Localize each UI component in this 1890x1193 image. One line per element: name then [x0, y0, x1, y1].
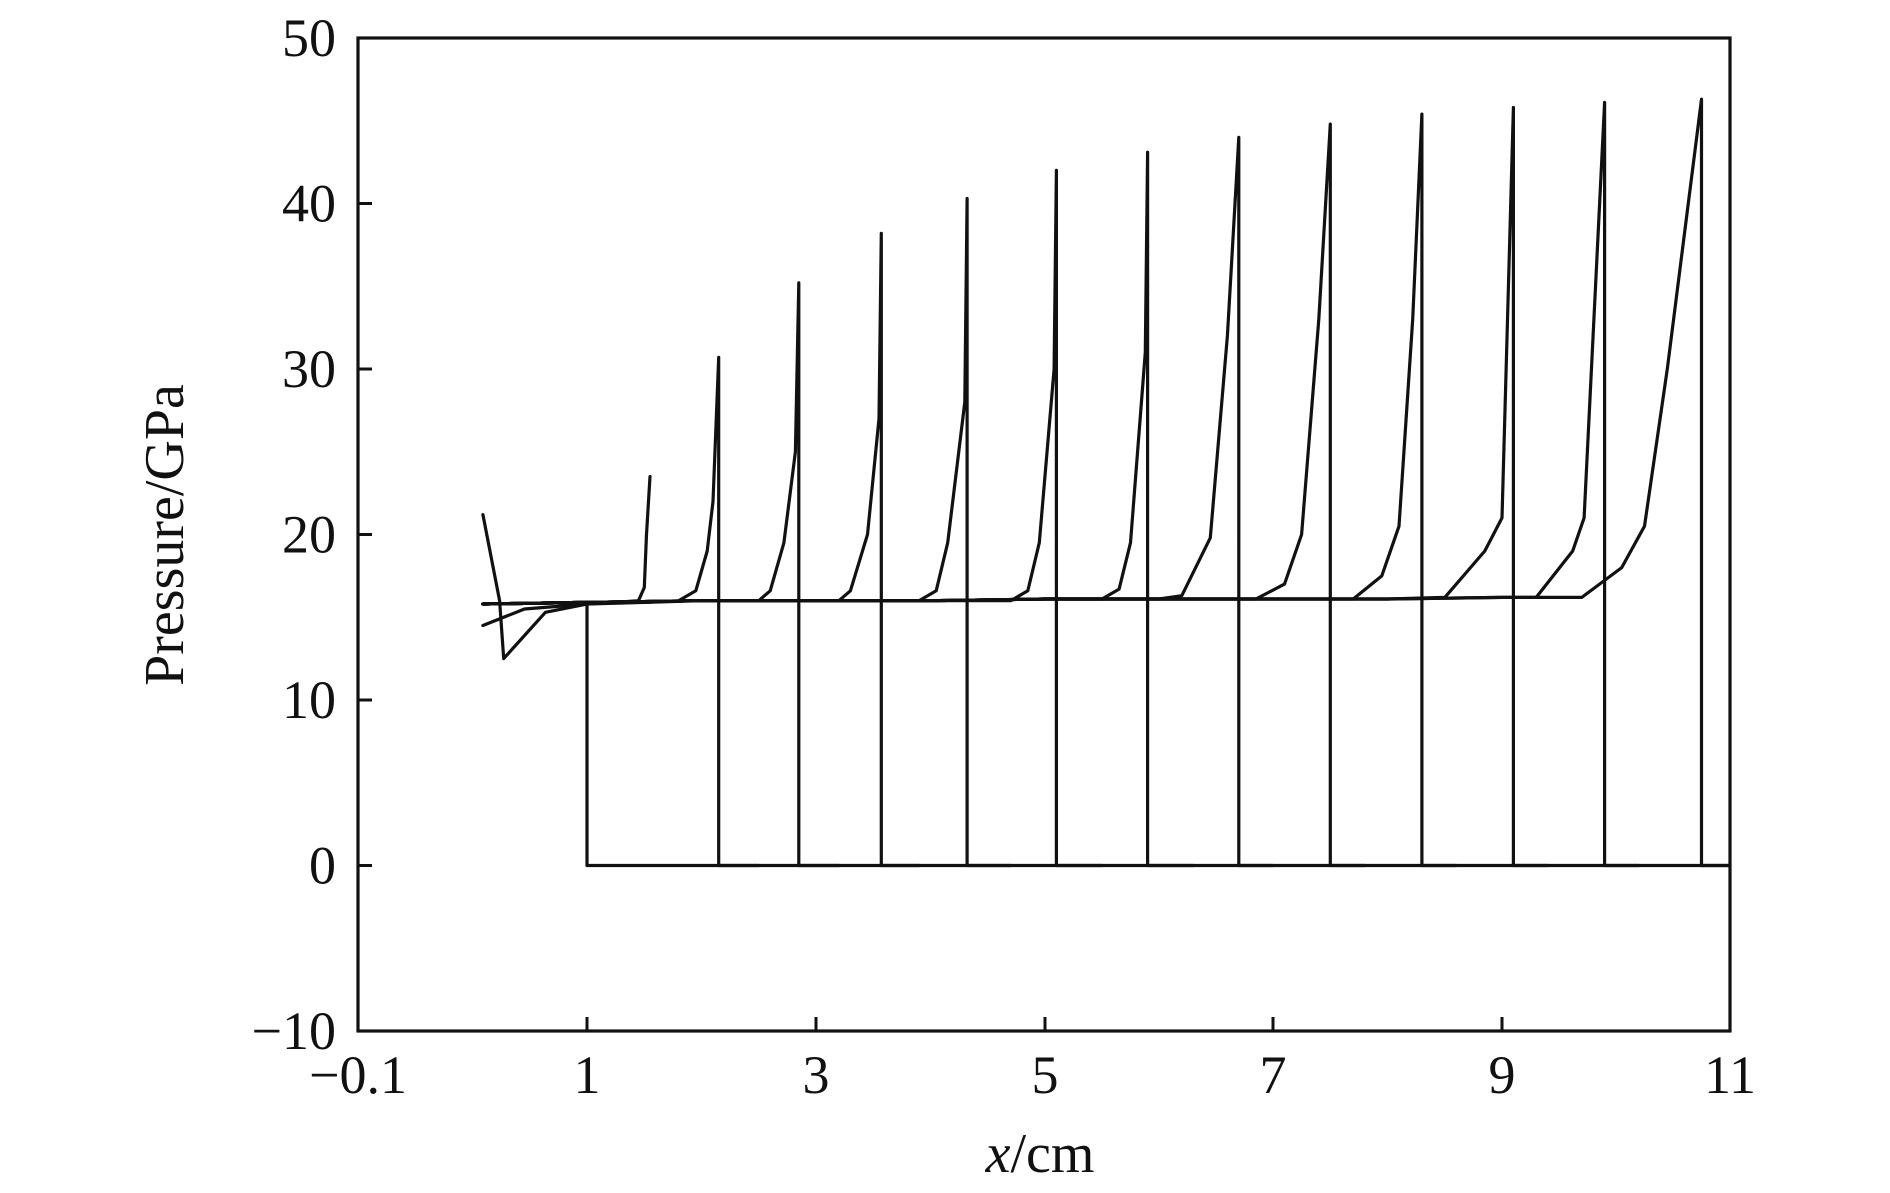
pressure-profile-line-5 [481, 196, 1013, 868]
pressure-profile-line-6 [481, 168, 1104, 868]
y-tick-label: 0 [309, 836, 336, 896]
pressure-profile-line-14 [585, 602, 1732, 868]
pressure-profile-line-12 [481, 100, 1641, 868]
y-tick-label: 30 [282, 339, 336, 399]
x-axis-variable: x [985, 1123, 1011, 1185]
pressure-profile-line-8 [481, 135, 1275, 868]
x-axis-unit: /cm [1010, 1123, 1094, 1185]
y-tick-label: 50 [282, 8, 336, 68]
pressure-profile-line-3 [481, 281, 841, 868]
pressure-profile-line-13 [481, 97, 1732, 868]
pressure-profile-line-1 [481, 475, 652, 661]
y-tick-label: 20 [282, 505, 336, 565]
x-tick-label: 11 [1704, 1045, 1756, 1105]
y-tick-label: −10 [252, 1001, 336, 1061]
pressure-profile-line-4 [481, 231, 921, 868]
series-layer [481, 97, 1732, 868]
x-tick-label: 5 [1032, 1045, 1059, 1105]
pressure-profile-line-2 [481, 355, 761, 868]
x-tick-label: 7 [1260, 1045, 1287, 1105]
x-tick-label: 9 [1489, 1045, 1516, 1105]
y-tick-label: 40 [282, 174, 336, 234]
tick-labels: −0.1 1 3 5 7 9 11 −10 0 10 20 30 40 50 [252, 8, 1756, 1105]
ticks-layer [356, 36, 1732, 1033]
y-axis-label: Pressure/GPa [134, 384, 196, 686]
x-axis-label: x/cm [985, 1123, 1095, 1185]
x-tick-label: −0.1 [309, 1045, 407, 1105]
x-tick-label: 3 [803, 1045, 830, 1105]
plot-frame [356, 36, 1732, 1033]
pressure-profile-line-11 [481, 105, 1550, 868]
y-tick-label: 10 [282, 670, 336, 730]
pressure-profile-line-7 [481, 150, 1195, 868]
pressure-profile-line-10 [481, 112, 1458, 868]
x-tick-label: 1 [574, 1045, 601, 1105]
